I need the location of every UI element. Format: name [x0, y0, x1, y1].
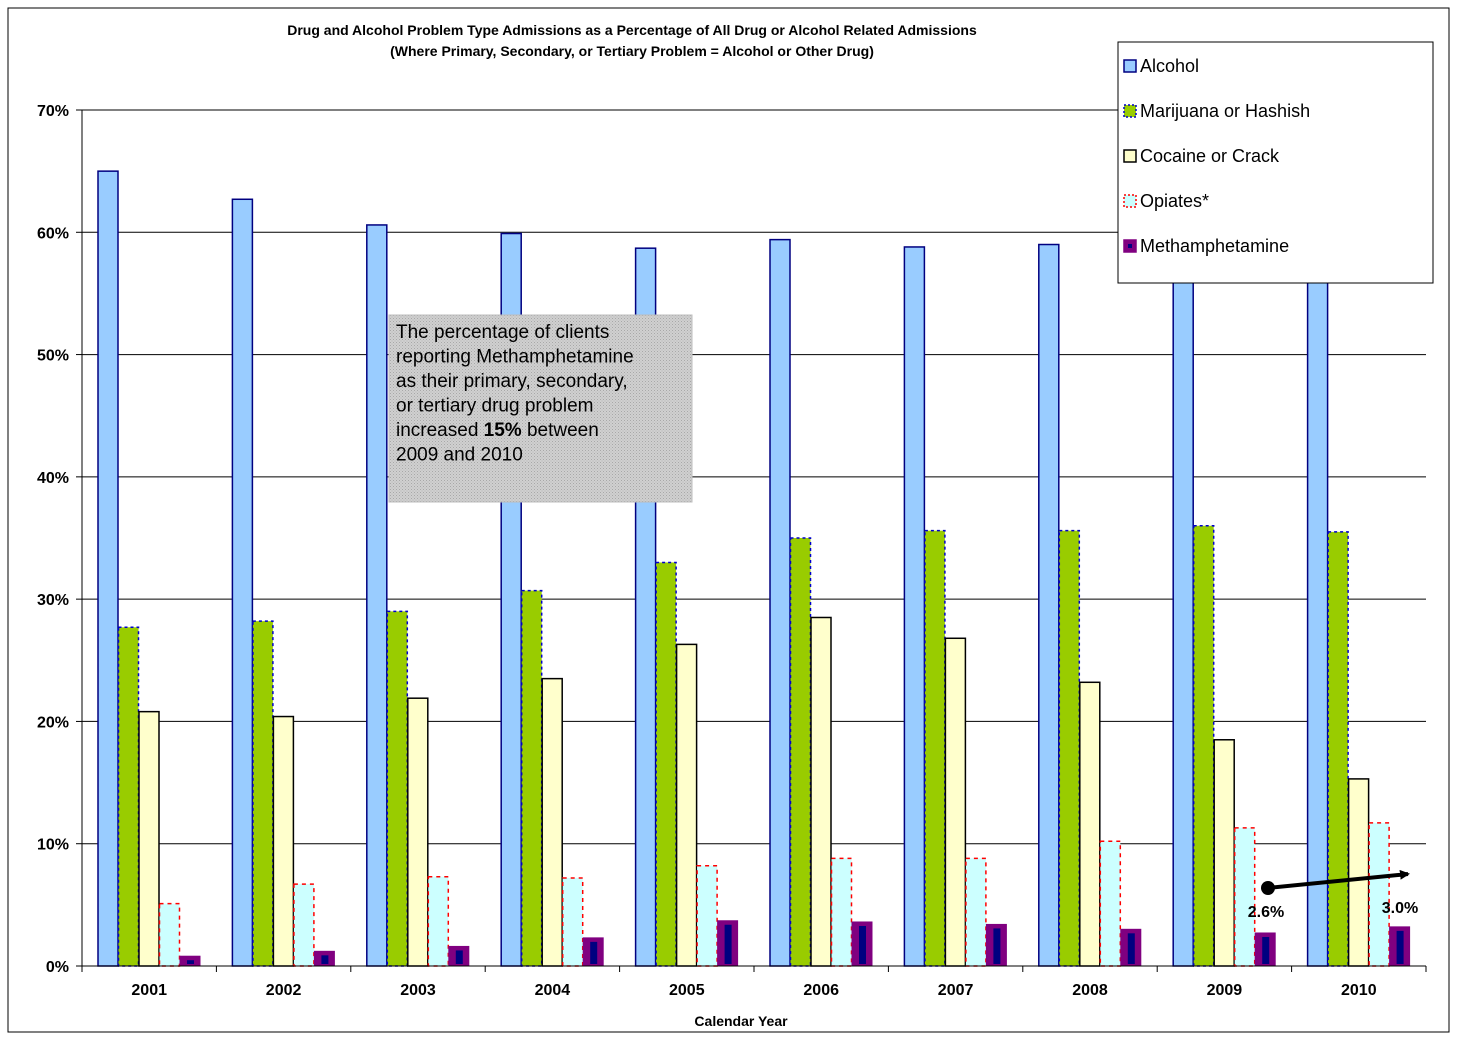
- x-tick-label: 2009: [1207, 982, 1243, 999]
- bar-inner-methamphetamine-2010: [1396, 930, 1404, 964]
- bar-marijuana-or-hashish-2004: [520, 589, 543, 967]
- y-tick-label: 40%: [37, 470, 69, 487]
- bar-alcohol-2001: [97, 170, 119, 967]
- y-tick-label: 60%: [37, 225, 69, 242]
- bar-marijuana-or-hashish-2007: [924, 529, 946, 967]
- bar-marijuana-or-hashish-2009: [1192, 525, 1215, 967]
- x-tick-label: 2008: [1072, 982, 1108, 999]
- bar-inner-methamphetamine-2005: [724, 924, 732, 964]
- legend-box: [1117, 41, 1434, 284]
- bar-marijuana-or-hashish-2001: [117, 626, 140, 967]
- legend-label: Cocaine or Crack: [1140, 146, 1280, 166]
- bar-alcohol-2003: [366, 224, 388, 967]
- bar-marijuana-or-hashish-2005: [655, 561, 677, 967]
- bar-marijuana-or-hashish-2006: [789, 537, 812, 967]
- annotation-line: as their primary, secondary,: [396, 371, 628, 392]
- data-label-methamphetamine-2010: 3.0%: [1382, 900, 1418, 917]
- bar-cocaine-or-crack-2003: [407, 697, 429, 967]
- legend-swatch-alcohol: [1123, 59, 1137, 73]
- bar-inner-methamphetamine-2007: [993, 928, 1001, 964]
- bar-opiates-2009: [1233, 827, 1256, 967]
- x-tick-label: 2003: [400, 982, 436, 999]
- bar-cocaine-or-crack-2002: [272, 715, 295, 967]
- data-label-methamphetamine-2009: 2.6%: [1248, 904, 1284, 921]
- x-axis-title: Calendar Year: [694, 1013, 788, 1029]
- legend-label: Opiates*: [1140, 191, 1209, 211]
- bar-marijuana-or-hashish-2002: [252, 620, 274, 967]
- bar-opiates-2001: [158, 902, 181, 967]
- y-tick-label: 50%: [37, 348, 69, 365]
- legend: Alcohol Marijuana or Hashish Cocaine or Cr…: [1117, 41, 1434, 284]
- bar-cocaine-or-crack-2010: [1347, 778, 1370, 967]
- y-tick-label: 20%: [37, 714, 69, 731]
- legend-swatch-cocaine-or-crack: [1123, 149, 1137, 163]
- legend-label: Alcohol: [1140, 56, 1199, 76]
- legend-swatch-inner: [1128, 244, 1132, 248]
- bar-marijuana-or-hashish-2010: [1327, 531, 1349, 967]
- bar-opiates-2004: [561, 877, 584, 967]
- bar-cocaine-or-crack-2009: [1213, 739, 1235, 967]
- bar-inner-methamphetamine-2009: [1262, 936, 1270, 964]
- x-tick-label: 2004: [535, 982, 571, 999]
- x-tick-label: 2002: [266, 982, 302, 999]
- legend-label: Methamphetamine: [1140, 236, 1289, 256]
- x-tick-label: 2005: [669, 982, 705, 999]
- bar-opiates-2010: [1368, 822, 1390, 967]
- chart-subtitle: (Where Primary, Secondary, or Tertiary P…: [390, 43, 874, 59]
- legend-label: Marijuana or Hashish: [1140, 101, 1310, 121]
- bar-inner-methamphetamine-2006: [859, 925, 866, 964]
- legend-swatch-opiates: [1123, 194, 1137, 208]
- bar-opiates-2006: [830, 857, 853, 967]
- bar-cocaine-or-crack-2004: [541, 677, 563, 967]
- annotation-line: or tertiary drug problem: [396, 396, 593, 417]
- bar-opiates-2008: [1099, 840, 1122, 967]
- x-tick-label: 2007: [938, 982, 974, 999]
- annotation-line: reporting Methamphetamine: [396, 347, 634, 368]
- bar-opiates-2007: [965, 857, 987, 967]
- bar-inner-methamphetamine-2008: [1127, 933, 1135, 964]
- trend-arrow: [1267, 869, 1410, 890]
- bar-opiates-2002: [293, 883, 315, 967]
- bar-alcohol-2010: [1306, 262, 1329, 967]
- x-tick-label: 2006: [803, 982, 839, 999]
- chart-title: Drug and Alcohol Problem Type Admissions…: [287, 22, 977, 38]
- bar-opiates-2003: [427, 875, 450, 967]
- annotation-line: The percentage of clients: [396, 322, 609, 343]
- bar-inner-methamphetamine-2003: [455, 950, 463, 964]
- bar-alcohol-2009: [1172, 262, 1194, 967]
- bar-cocaine-or-crack-2006: [810, 616, 832, 967]
- y-tick-label: 0%: [46, 959, 69, 976]
- x-tick-label: 2010: [1341, 982, 1377, 999]
- bar-inner-methamphetamine-2001: [187, 960, 194, 964]
- annotation-layer: The percentage of clients reporting Metha…: [388, 314, 1418, 921]
- bar-marijuana-or-hashish-2003: [386, 610, 409, 967]
- y-tick-label: 30%: [37, 592, 69, 609]
- bar-inner-methamphetamine-2002: [321, 955, 329, 964]
- bar-cocaine-or-crack-2007: [944, 637, 967, 967]
- bar-marijuana-or-hashish-2008: [1058, 529, 1081, 967]
- annotation-line: increased 15% between: [396, 420, 599, 441]
- axes-layer: 0% 10% 20% 30% 40% 50% 60% 70% 2001 2002 2003 2004 2…: [37, 103, 1427, 999]
- bar-inner-methamphetamine-2004: [590, 941, 598, 964]
- annotation-line: 2009 and 2010: [396, 445, 523, 466]
- annotation-box: [388, 314, 693, 503]
- bar-alcohol-2008: [1038, 243, 1060, 967]
- y-tick-label: 70%: [37, 103, 69, 120]
- y-tick-label: 10%: [37, 837, 69, 854]
- bar-opiates-2005: [696, 864, 718, 967]
- bar-cocaine-or-crack-2005: [675, 643, 698, 967]
- bar-alcohol-2002: [231, 198, 254, 967]
- bar-cocaine-or-crack-2008: [1079, 681, 1101, 967]
- legend-swatch-marijuana-or-hashish: [1123, 104, 1137, 118]
- x-tick-label: 2001: [131, 982, 167, 999]
- bar-alcohol-2006: [769, 238, 791, 967]
- bar-alcohol-2007: [903, 246, 926, 967]
- bars-layer: [97, 170, 1411, 967]
- bar-cocaine-or-crack-2001: [138, 710, 160, 967]
